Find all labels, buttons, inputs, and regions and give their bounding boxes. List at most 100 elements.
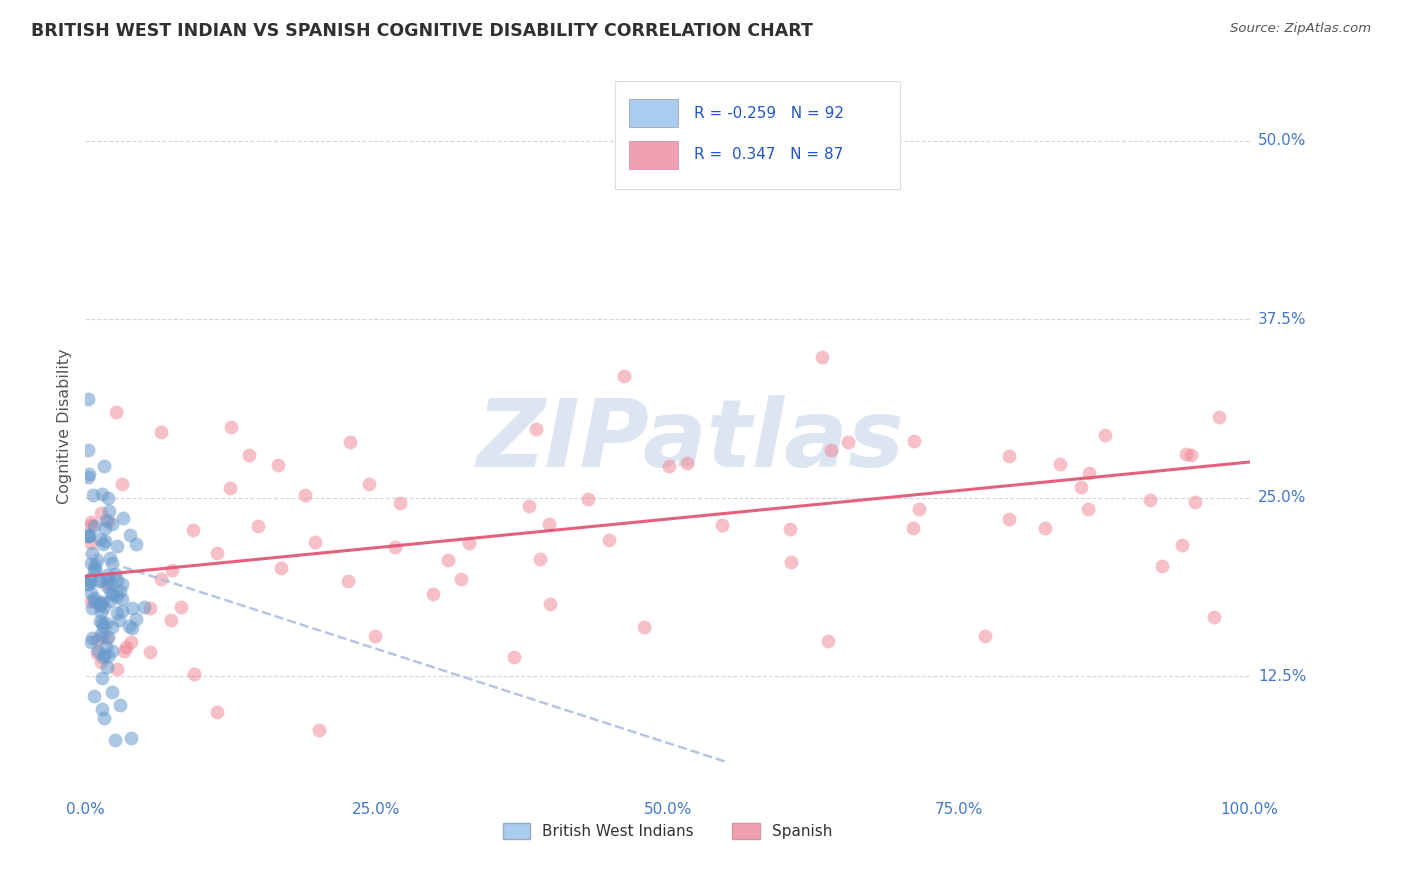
Point xyxy=(437,553,460,567)
Point xyxy=(238,448,260,462)
Point xyxy=(105,662,128,676)
Point xyxy=(90,656,112,670)
FancyBboxPatch shape xyxy=(628,141,678,169)
Point xyxy=(1077,466,1099,480)
Point xyxy=(132,600,155,615)
Point xyxy=(517,499,540,513)
Point xyxy=(1070,480,1092,494)
Point xyxy=(76,442,98,457)
Point xyxy=(97,491,120,506)
Point xyxy=(388,496,411,510)
Point xyxy=(80,518,103,533)
Point xyxy=(96,615,118,630)
Point xyxy=(120,731,142,745)
Point xyxy=(219,420,242,434)
Point xyxy=(104,566,127,581)
Point xyxy=(82,488,104,502)
Point xyxy=(1150,558,1173,573)
Point xyxy=(98,504,121,518)
Point xyxy=(97,580,120,594)
Point xyxy=(80,594,103,608)
Point xyxy=(93,459,115,474)
Legend: British West Indians, Spanish: British West Indians, Spanish xyxy=(496,817,838,846)
Point xyxy=(633,620,655,634)
Point xyxy=(108,698,131,712)
Point xyxy=(150,572,173,586)
Point xyxy=(100,593,122,607)
Point xyxy=(108,613,131,627)
Point xyxy=(359,477,381,491)
Point xyxy=(1175,447,1198,461)
Point xyxy=(98,576,121,591)
Point xyxy=(101,556,124,570)
Point xyxy=(96,577,118,591)
Point xyxy=(108,584,131,599)
Point xyxy=(93,619,115,633)
Point xyxy=(524,422,547,436)
Point xyxy=(91,537,114,551)
Point xyxy=(79,574,101,588)
Point xyxy=(150,425,173,439)
Point xyxy=(89,532,111,546)
Point xyxy=(1180,448,1202,462)
Point xyxy=(450,573,472,587)
Point xyxy=(89,596,111,610)
Point xyxy=(246,519,269,533)
Point xyxy=(118,528,141,542)
Point xyxy=(91,650,114,665)
Point xyxy=(384,540,406,554)
Point xyxy=(710,518,733,533)
Point xyxy=(97,631,120,645)
Text: Source: ZipAtlas.com: Source: ZipAtlas.com xyxy=(1230,22,1371,36)
Point xyxy=(93,648,115,663)
Point xyxy=(87,598,110,612)
Point xyxy=(80,586,103,600)
Point xyxy=(104,732,127,747)
Point xyxy=(100,586,122,600)
Point xyxy=(139,644,162,658)
Point xyxy=(125,611,148,625)
Point xyxy=(458,536,481,550)
Point xyxy=(270,561,292,575)
Point xyxy=(93,600,115,615)
FancyBboxPatch shape xyxy=(628,99,678,128)
Point xyxy=(1077,502,1099,516)
Point xyxy=(120,635,142,649)
Point xyxy=(294,487,316,501)
FancyBboxPatch shape xyxy=(616,81,900,189)
Point xyxy=(98,551,121,566)
Point xyxy=(96,568,118,582)
Point xyxy=(901,520,924,534)
Text: 37.5%: 37.5% xyxy=(1258,311,1306,326)
Point xyxy=(811,350,834,364)
Point xyxy=(1170,538,1192,552)
Point xyxy=(83,563,105,577)
Point xyxy=(183,666,205,681)
Point xyxy=(170,600,193,615)
Point xyxy=(160,563,183,577)
Point xyxy=(837,435,859,450)
Point xyxy=(997,449,1019,463)
Point xyxy=(304,535,326,549)
Point xyxy=(94,521,117,535)
Point xyxy=(817,634,839,648)
Point xyxy=(77,467,100,481)
Point xyxy=(1208,410,1230,425)
Point xyxy=(105,589,128,603)
Point xyxy=(308,723,330,737)
Point xyxy=(105,405,128,419)
Point xyxy=(903,434,925,448)
Point xyxy=(91,615,114,630)
Point xyxy=(100,685,122,699)
Point xyxy=(105,573,128,587)
Point xyxy=(76,470,98,484)
Point xyxy=(537,516,560,531)
Point xyxy=(76,529,98,543)
Point xyxy=(1049,458,1071,472)
Point xyxy=(1184,495,1206,509)
Point xyxy=(111,476,134,491)
Point xyxy=(79,572,101,586)
Point xyxy=(105,539,128,553)
Point xyxy=(613,369,636,384)
Text: 50.0%: 50.0% xyxy=(1258,133,1306,148)
